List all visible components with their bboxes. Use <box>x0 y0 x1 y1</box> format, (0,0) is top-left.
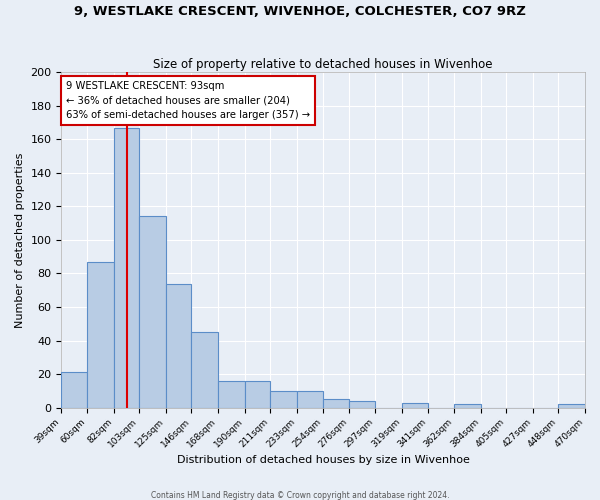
X-axis label: Distribution of detached houses by size in Wivenhoe: Distribution of detached houses by size … <box>177 455 470 465</box>
Bar <box>61 372 87 408</box>
Bar <box>166 284 191 408</box>
Text: Contains HM Land Registry data © Crown copyright and database right 2024.: Contains HM Land Registry data © Crown c… <box>151 490 449 500</box>
Text: 9 WESTLAKE CRESCENT: 93sqm
← 36% of detached houses are smaller (204)
63% of sem: 9 WESTLAKE CRESCENT: 93sqm ← 36% of deta… <box>66 80 310 120</box>
Bar <box>558 404 585 407</box>
Bar <box>454 404 481 407</box>
Bar <box>349 401 375 407</box>
Bar <box>113 128 139 407</box>
Bar <box>87 262 113 408</box>
Bar <box>191 332 218 407</box>
Text: 9, WESTLAKE CRESCENT, WIVENHOE, COLCHESTER, CO7 9RZ: 9, WESTLAKE CRESCENT, WIVENHOE, COLCHEST… <box>74 5 526 18</box>
Bar <box>218 381 245 407</box>
Bar <box>401 402 428 407</box>
Y-axis label: Number of detached properties: Number of detached properties <box>15 152 25 328</box>
Title: Size of property relative to detached houses in Wivenhoe: Size of property relative to detached ho… <box>154 58 493 71</box>
Bar <box>245 381 271 407</box>
Bar <box>323 400 349 407</box>
Bar <box>271 391 297 407</box>
Bar <box>139 216 166 408</box>
Bar <box>297 391 323 407</box>
